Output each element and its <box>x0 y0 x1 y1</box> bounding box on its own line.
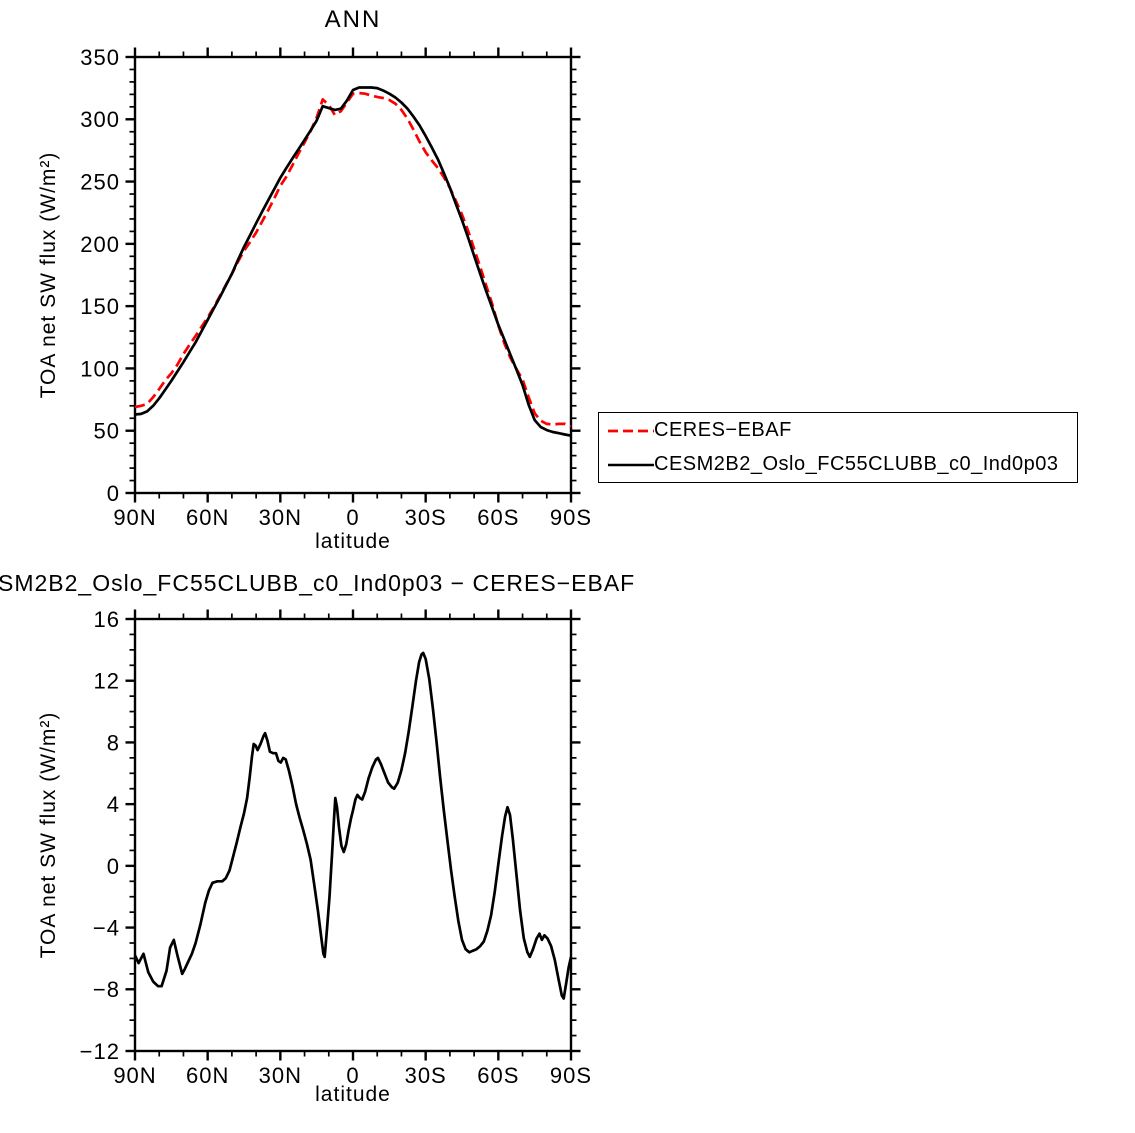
y-tick-label: −8 <box>93 977 120 1002</box>
axis-frame <box>133 617 573 1053</box>
bottom-x-axis-label: latitude <box>315 1083 391 1106</box>
x-tick-label: 90S <box>550 505 592 530</box>
top-panel-title: ANN <box>324 6 382 33</box>
y-tick-label: −4 <box>93 915 120 940</box>
bottom-panel-title: SM2B2_Oslo_FC55CLUBB_c0_Ind0p03 − CERES−… <box>0 570 636 596</box>
x-tick-label: 30N <box>259 1063 302 1088</box>
x-tick-label: 90N <box>113 1063 156 1088</box>
y-tick-label: 0 <box>107 481 120 506</box>
top-y-axis-label: TOA net SW flux (W/m²) <box>37 151 60 399</box>
x-tick-label: 60S <box>477 1063 519 1088</box>
y-tick-label: 16 <box>94 607 120 632</box>
x-tick-label: 60N <box>186 1063 229 1088</box>
x-tick-label: 60N <box>186 505 229 530</box>
y-tick-label: 50 <box>94 419 120 444</box>
y-tick-label: 150 <box>80 294 120 319</box>
x-tick-label: 30S <box>405 505 447 530</box>
y-tick-label: 12 <box>94 669 120 694</box>
bottom-y-axis-label: TOA net SW flux (W/m²) <box>37 711 60 959</box>
x-tick-label: 90S <box>550 1063 592 1088</box>
legend-line-dashed-red-icon <box>608 429 654 432</box>
x-tick-label: 30N <box>259 505 302 530</box>
series-line-cesm2b2 <box>133 651 573 1000</box>
y-tick-label: 0 <box>107 854 120 879</box>
y-tick-label: 4 <box>107 792 120 817</box>
legend-box: CERES−EBAF CESM2B2_Oslo_FC55CLUBB_c0_Ind… <box>598 412 1078 483</box>
series-line-ceres-ebaf <box>134 91 572 428</box>
legend-entry-cesm: CESM2B2_Oslo_FC55CLUBB_c0_Ind0p03 <box>599 448 1077 481</box>
x-tick-label: 90N <box>113 505 156 530</box>
legend-line-solid-black-icon <box>608 463 654 466</box>
y-tick-label: −12 <box>80 1039 120 1064</box>
x-tick-label: 0 <box>346 1063 359 1088</box>
legend-label-cesm: CESM2B2_Oslo_FC55CLUBB_c0_Ind0p03 <box>654 453 1059 475</box>
axis-frame <box>133 55 573 495</box>
legend-label-ceres: CERES−EBAF <box>654 419 792 441</box>
series-line-cesm2b2 <box>134 86 572 438</box>
y-tick-label: 200 <box>80 232 120 257</box>
x-tick-label: 60S <box>477 505 519 530</box>
y-tick-label: 8 <box>107 730 120 755</box>
top-x-axis-label: latitude <box>315 530 391 553</box>
legend-entry-ceres: CERES−EBAF <box>599 414 1077 447</box>
y-tick-label: 300 <box>80 107 120 132</box>
x-tick-label: 0 <box>346 505 359 530</box>
y-tick-label: 350 <box>80 45 120 70</box>
y-tick-label: 100 <box>80 356 120 381</box>
x-tick-label: 30S <box>405 1063 447 1088</box>
y-tick-label: 250 <box>80 169 120 194</box>
